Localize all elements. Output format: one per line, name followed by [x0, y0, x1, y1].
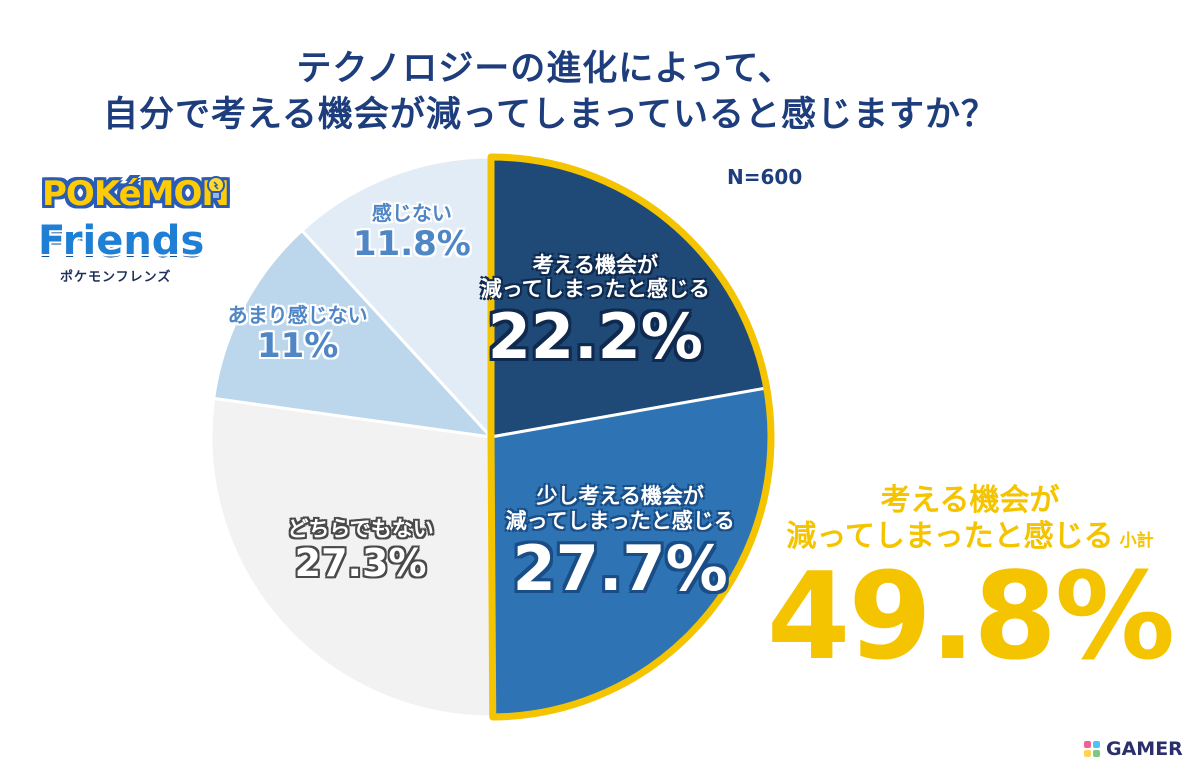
slice-label-1: 少し考える機会が 減ってしまったと感じる 27.7% — [506, 484, 735, 604]
slice-label-2: どちらでもない 27.3% — [287, 517, 433, 585]
subtotal-suffix: 小計 — [1119, 531, 1154, 551]
sample-size-label: N=600 — [727, 165, 803, 189]
slice-label-3: あまり感じない 11% — [228, 304, 368, 366]
logo-product: Friends — [38, 218, 205, 264]
chart-title-line-2: 自分で考える機会が減ってしまっていると感じますか？ — [102, 95, 998, 135]
slice-label-text-0-1: 減ってしまったと感じる — [480, 276, 710, 301]
slice-value-3: 11% — [256, 326, 339, 367]
slice-value-1: 27.7% — [512, 531, 728, 605]
highlight-outline — [487, 153, 775, 721]
slice-label-0: 考える機会が 減ってしまったと感じる 22.2% — [481, 253, 710, 373]
slice-value-2: 27.3% — [294, 540, 427, 585]
gamer-watermark-text: GAMER — [1106, 738, 1183, 760]
subtotal-callout: 考える機会が 減ってしまったと感じる 小計 49.8% — [755, 483, 1185, 681]
slice-value-4: 11.8% — [352, 224, 471, 265]
pie-slice-4 — [299, 155, 493, 441]
pie-slice-3 — [211, 228, 495, 440]
slice-label-text-0-0: 考える機会が — [532, 252, 659, 277]
chart-title-line-1: テクノロジーの進化によって、 — [296, 49, 794, 89]
slice-label-text-2-0: どちらでもない — [287, 517, 434, 542]
slice-label-text-1-0: 少し考える機会が — [536, 484, 704, 509]
logo-brand: POKéMON — [42, 174, 230, 214]
slice-value-0: 22.2% — [487, 299, 703, 373]
slice-label-text-1-1: 減ってしまったと感じる — [505, 508, 735, 533]
subtotal-value: 49.8% — [766, 548, 1175, 687]
lightbulb-icon — [207, 176, 225, 200]
pie-slice-2 — [209, 396, 495, 719]
slice-label-4: 感じない 11.8% — [353, 202, 471, 264]
slice-label-text-3-0: あまり感じない — [227, 303, 368, 328]
pokemon-friends-logo: POKéMON Friends ポケモンフレンズ — [38, 172, 238, 285]
subtotal-label-line-1: 考える機会が — [880, 483, 1060, 518]
logo-kana: ポケモンフレンズ — [60, 270, 172, 285]
slice-label-text-4-0: 感じない — [371, 201, 452, 226]
gamer-logo-icon — [1084, 741, 1100, 757]
gamer-watermark: GAMER — [1082, 738, 1183, 760]
subtotal-label-line-2: 減ってしまったと感じる — [786, 519, 1114, 554]
